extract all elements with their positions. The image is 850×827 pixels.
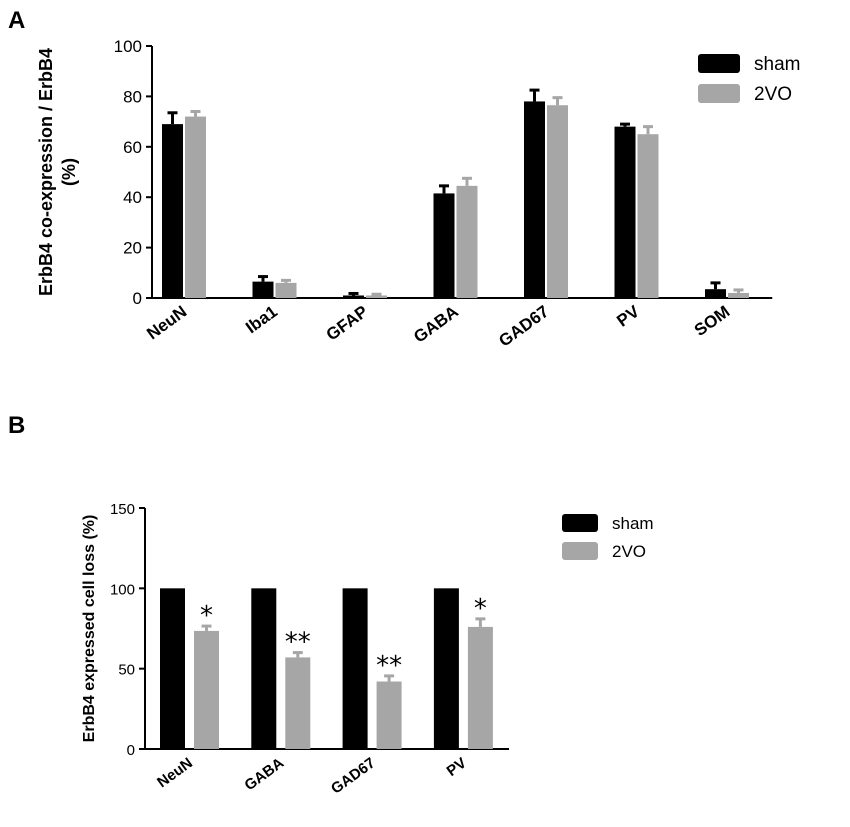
bar-2vo-gad67 <box>376 681 402 749</box>
bar-2vo-neun <box>194 630 219 749</box>
bar-sham-gfap <box>343 295 364 298</box>
significance-marker: * <box>200 601 213 631</box>
significance-marker: ** <box>285 628 311 658</box>
x-tick-label: PV <box>444 754 470 780</box>
bar-2vo-gaba <box>456 185 478 298</box>
x-tick-label: GABA <box>410 302 462 347</box>
y-tick-label: 100 <box>114 37 142 56</box>
bar-sham-iba1 <box>252 281 274 298</box>
bar-2vo-pv <box>467 626 493 749</box>
bar-2vo-som <box>728 292 749 298</box>
x-tick-label: PV <box>613 301 643 330</box>
bar-2vo-gad67 <box>547 105 568 298</box>
bar-sham-pv <box>614 126 636 298</box>
y-axis-label-line: (%) <box>59 158 79 186</box>
bar-sham-gad67 <box>342 588 368 749</box>
legend-swatch-2vo <box>698 84 740 103</box>
chart-panel-b: B 0 50 100 150 ErbB4 expressed cell loss (%) *… <box>8 412 654 798</box>
chart-panel-a: A 0 20 40 60 80 100 ErbB4 co-expression / ErbB4… <box>8 7 800 351</box>
legend-label: 2VO <box>612 542 646 561</box>
x-tick-label: GAD67 <box>328 754 378 797</box>
bar-sham-neun <box>160 588 185 749</box>
y-tick-label: 0 <box>127 742 135 759</box>
panel-label: A <box>8 7 25 34</box>
bar-sham-pv <box>433 588 459 749</box>
bar-sham-som <box>705 289 726 298</box>
bar-sham-gaba <box>251 588 277 749</box>
y-tick-label: 150 <box>110 501 135 518</box>
significance-marker: * <box>474 594 487 624</box>
y-axis-label-line: ErbB4 expressed cell loss (%) <box>81 515 98 743</box>
x-tick-label: GAD67 <box>495 302 552 351</box>
legend-swatch-sham <box>562 514 598 532</box>
panel-label: B <box>8 412 25 439</box>
bar-2vo-iba1 <box>275 282 297 298</box>
y-tick-label: 100 <box>110 581 135 598</box>
legend-label: sham <box>612 514 654 533</box>
x-tick-label: GFAP <box>323 302 372 345</box>
legend-swatch-sham <box>698 54 740 73</box>
bar-2vo-neun <box>185 116 206 298</box>
x-tick-label: Iba1 <box>242 302 281 337</box>
x-tick-label: NeuN <box>154 754 196 791</box>
y-tick-label: 80 <box>123 87 142 106</box>
bar-2vo-pv <box>637 134 659 298</box>
y-axis-label: ErbB4 expressed cell loss (%) <box>81 515 98 743</box>
significance-marker: ** <box>376 651 402 681</box>
y-axis-label-line: ErbB4 co-expression / ErbB4 <box>36 48 56 296</box>
bar-2vo-gfap <box>366 295 387 298</box>
x-tick-label: SOM <box>691 302 734 340</box>
bar-sham-neun <box>162 124 183 299</box>
legend-swatch-2vo <box>562 542 598 560</box>
bar-2vo-gaba <box>285 657 311 749</box>
y-axis-label: ErbB4 co-expression / ErbB4 (%) <box>36 48 79 296</box>
bar-sham-gaba <box>433 193 455 298</box>
y-tick-label: 40 <box>123 188 142 207</box>
y-tick-label: 20 <box>123 239 142 258</box>
y-tick-label: 0 <box>133 289 142 308</box>
y-tick-label: 60 <box>123 138 142 157</box>
y-tick-label: 50 <box>118 662 135 679</box>
legend-label: 2VO <box>754 84 792 105</box>
bar-sham-gad67 <box>524 101 545 298</box>
x-tick-label: GABA <box>241 754 287 794</box>
x-tick-label: NeuN <box>143 302 190 343</box>
legend-label: sham <box>754 54 800 75</box>
